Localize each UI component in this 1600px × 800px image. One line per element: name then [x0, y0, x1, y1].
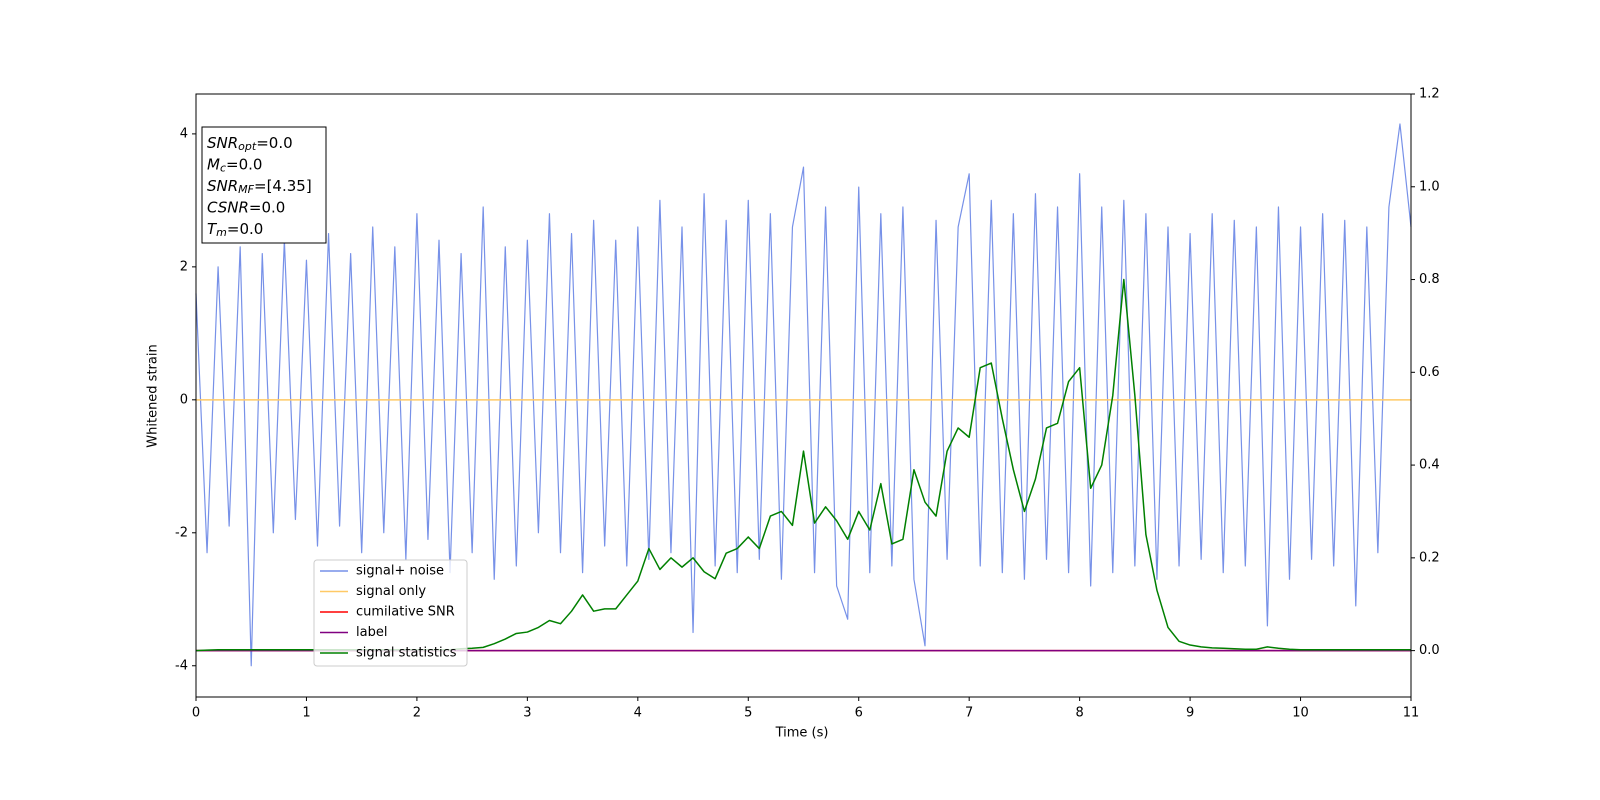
x-tick-label: 9: [1186, 706, 1194, 721]
y-axis-label: Whitened strain: [146, 344, 161, 447]
x-tick-label: 0: [192, 706, 200, 721]
legend-label: signal+ noise: [356, 564, 444, 579]
annotation-name: T: [207, 220, 218, 238]
y2-tick-label: 0.6: [1419, 365, 1440, 380]
x-tick-label: 5: [744, 706, 752, 721]
y-tick-label: 0: [180, 392, 188, 407]
annotation-value: =0.0: [249, 198, 285, 216]
y-tick-label: -4: [175, 658, 188, 673]
annotation: Mc=0.0: [207, 155, 262, 175]
x-tick-label: 11: [1403, 706, 1420, 721]
annotation-sub: MF: [238, 183, 254, 196]
y2-tick-label: 0.4: [1419, 458, 1440, 473]
annotation: SNRopt=0.0: [207, 134, 293, 154]
annotation-sub: opt: [238, 140, 257, 153]
annotation: Tm=0.0: [207, 220, 263, 240]
x-tick-label: 4: [634, 706, 642, 721]
y2-tick-label: 0.2: [1419, 550, 1440, 565]
annotation: SNRMF=[4.35]: [207, 177, 312, 197]
plot-frame: [195, 93, 1412, 698]
x-axis-label: Time (s): [775, 726, 829, 741]
annotation-value: =[4.35]: [254, 177, 312, 195]
x-tick-label: 2: [413, 706, 421, 721]
x-tick-label: 8: [1075, 706, 1083, 721]
annotation-value: =0.0: [227, 220, 263, 238]
y2-tick-label: 1.2: [1419, 87, 1440, 102]
legend-label: label: [356, 625, 387, 640]
annotation-sub: c: [220, 162, 226, 175]
legend-box: [313, 559, 468, 667]
annotation-name: SNR: [207, 134, 238, 152]
annotation-sub: m: [216, 226, 227, 239]
y-tick-label: 2: [180, 259, 188, 274]
x-tick-label: 7: [965, 706, 973, 721]
x-tick-label: 1: [302, 706, 310, 721]
legend-label: cumilative SNR: [356, 605, 455, 620]
annotation-value: =0.0: [226, 155, 262, 173]
y-tick-label: 4: [180, 126, 188, 141]
annotation-value: =0.0: [256, 134, 292, 152]
x-tick-label: 10: [1292, 706, 1309, 721]
annotation-box: [201, 126, 327, 244]
legend-label: signal statistics: [356, 646, 457, 661]
legend-label: signal only: [356, 584, 426, 599]
x-tick-label: 3: [523, 706, 531, 721]
series-line: [195, 123, 1412, 667]
annotation-name: M: [207, 155, 220, 173]
y2-tick-label: 0.0: [1419, 643, 1440, 658]
y2-tick-label: 0.8: [1419, 272, 1440, 287]
annotation: CSNR=0.0: [207, 198, 285, 216]
annotation-name: CSNR: [207, 198, 249, 216]
annotation-name: SNR: [207, 177, 238, 195]
y-tick-label: -2: [175, 525, 188, 540]
x-tick-label: 6: [855, 706, 863, 721]
y2-tick-label: 1.0: [1419, 179, 1440, 194]
